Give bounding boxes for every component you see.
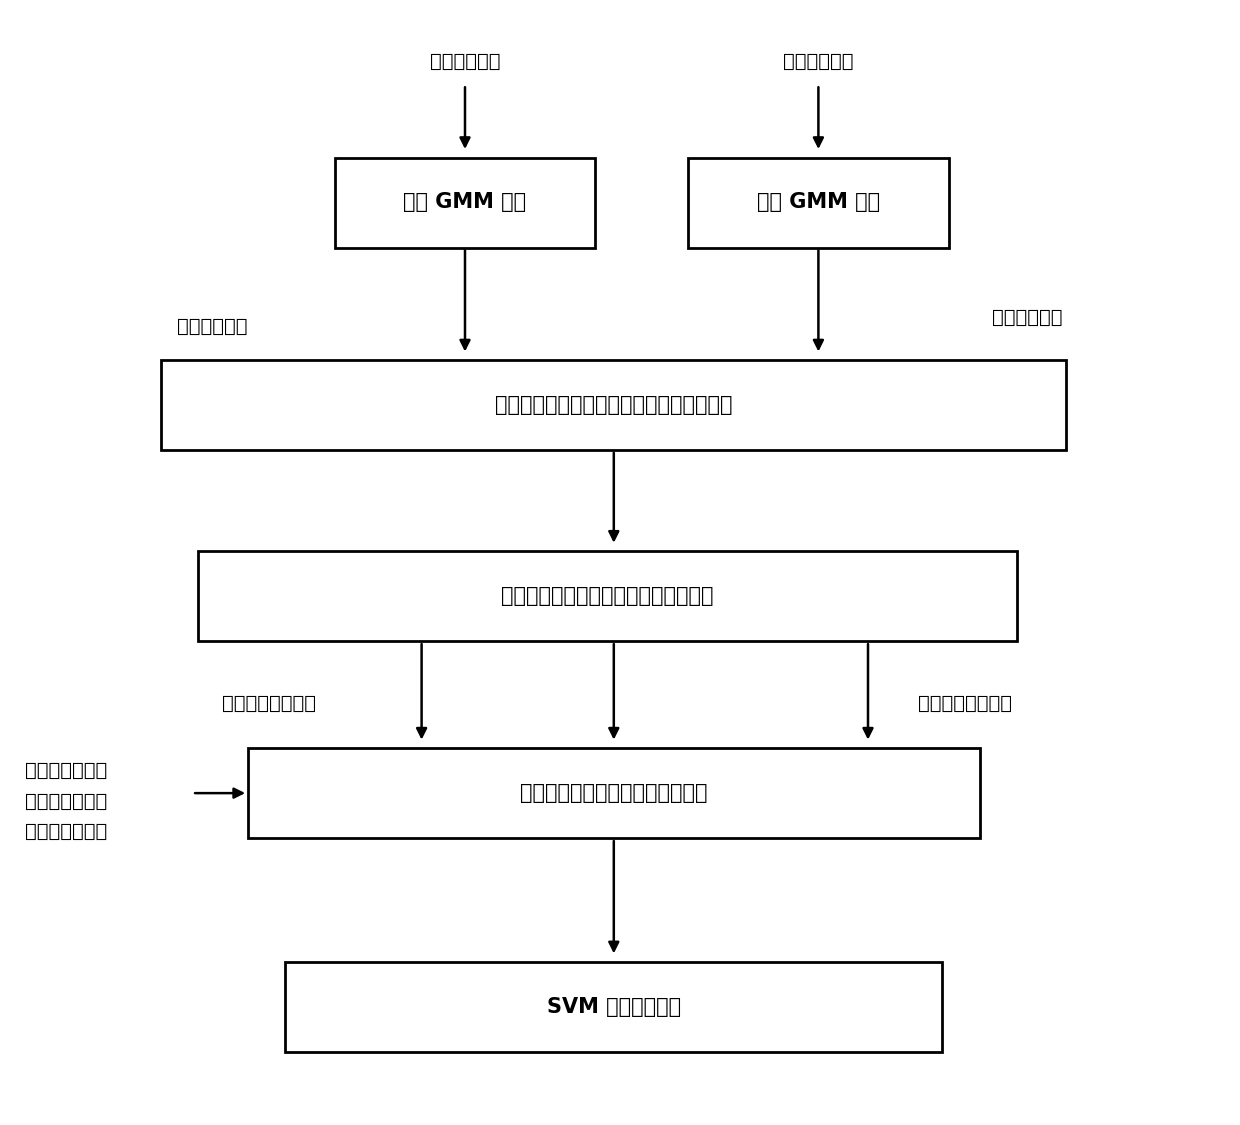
FancyBboxPatch shape [161,360,1066,450]
Text: 纯净语音与背景噪声区分统计模型构建: 纯净语音与背景噪声区分统计模型构建 [501,586,714,606]
Text: 纯净语音与背景噪声的特征重叠空间的甄别: 纯净语音与背景噪声的特征重叠空间的甄别 [495,395,733,415]
Text: 背景噪声数据、: 背景噪声数据、 [25,792,107,810]
Text: 构建 GMM 模型: 构建 GMM 模型 [403,192,527,213]
Text: 计算两个模型概率以及估算信噪比: 计算两个模型概率以及估算信噪比 [520,783,708,803]
FancyBboxPatch shape [198,551,1017,641]
Text: 纯净语音数据、: 纯净语音数据、 [25,762,107,780]
Text: 背景噪声统计模型: 背景噪声统计模型 [918,694,1012,712]
FancyBboxPatch shape [688,158,949,248]
FancyBboxPatch shape [285,962,942,1052]
Text: 背景噪声模型: 背景噪声模型 [992,308,1063,326]
FancyBboxPatch shape [248,748,980,838]
Text: 纯净语音模型: 纯净语音模型 [177,317,248,335]
Text: 构建 GMM 模型: 构建 GMM 模型 [756,192,880,213]
Text: 含噪语音数据、: 含噪语音数据、 [25,822,107,840]
Text: 背景噪声数据: 背景噪声数据 [784,53,853,71]
Text: 纯净语音数据: 纯净语音数据 [430,53,500,71]
Text: 纯净语音统计模型: 纯净语音统计模型 [222,694,316,712]
FancyBboxPatch shape [335,158,595,248]
Text: SVM 三分模型训练: SVM 三分模型训练 [547,997,681,1017]
